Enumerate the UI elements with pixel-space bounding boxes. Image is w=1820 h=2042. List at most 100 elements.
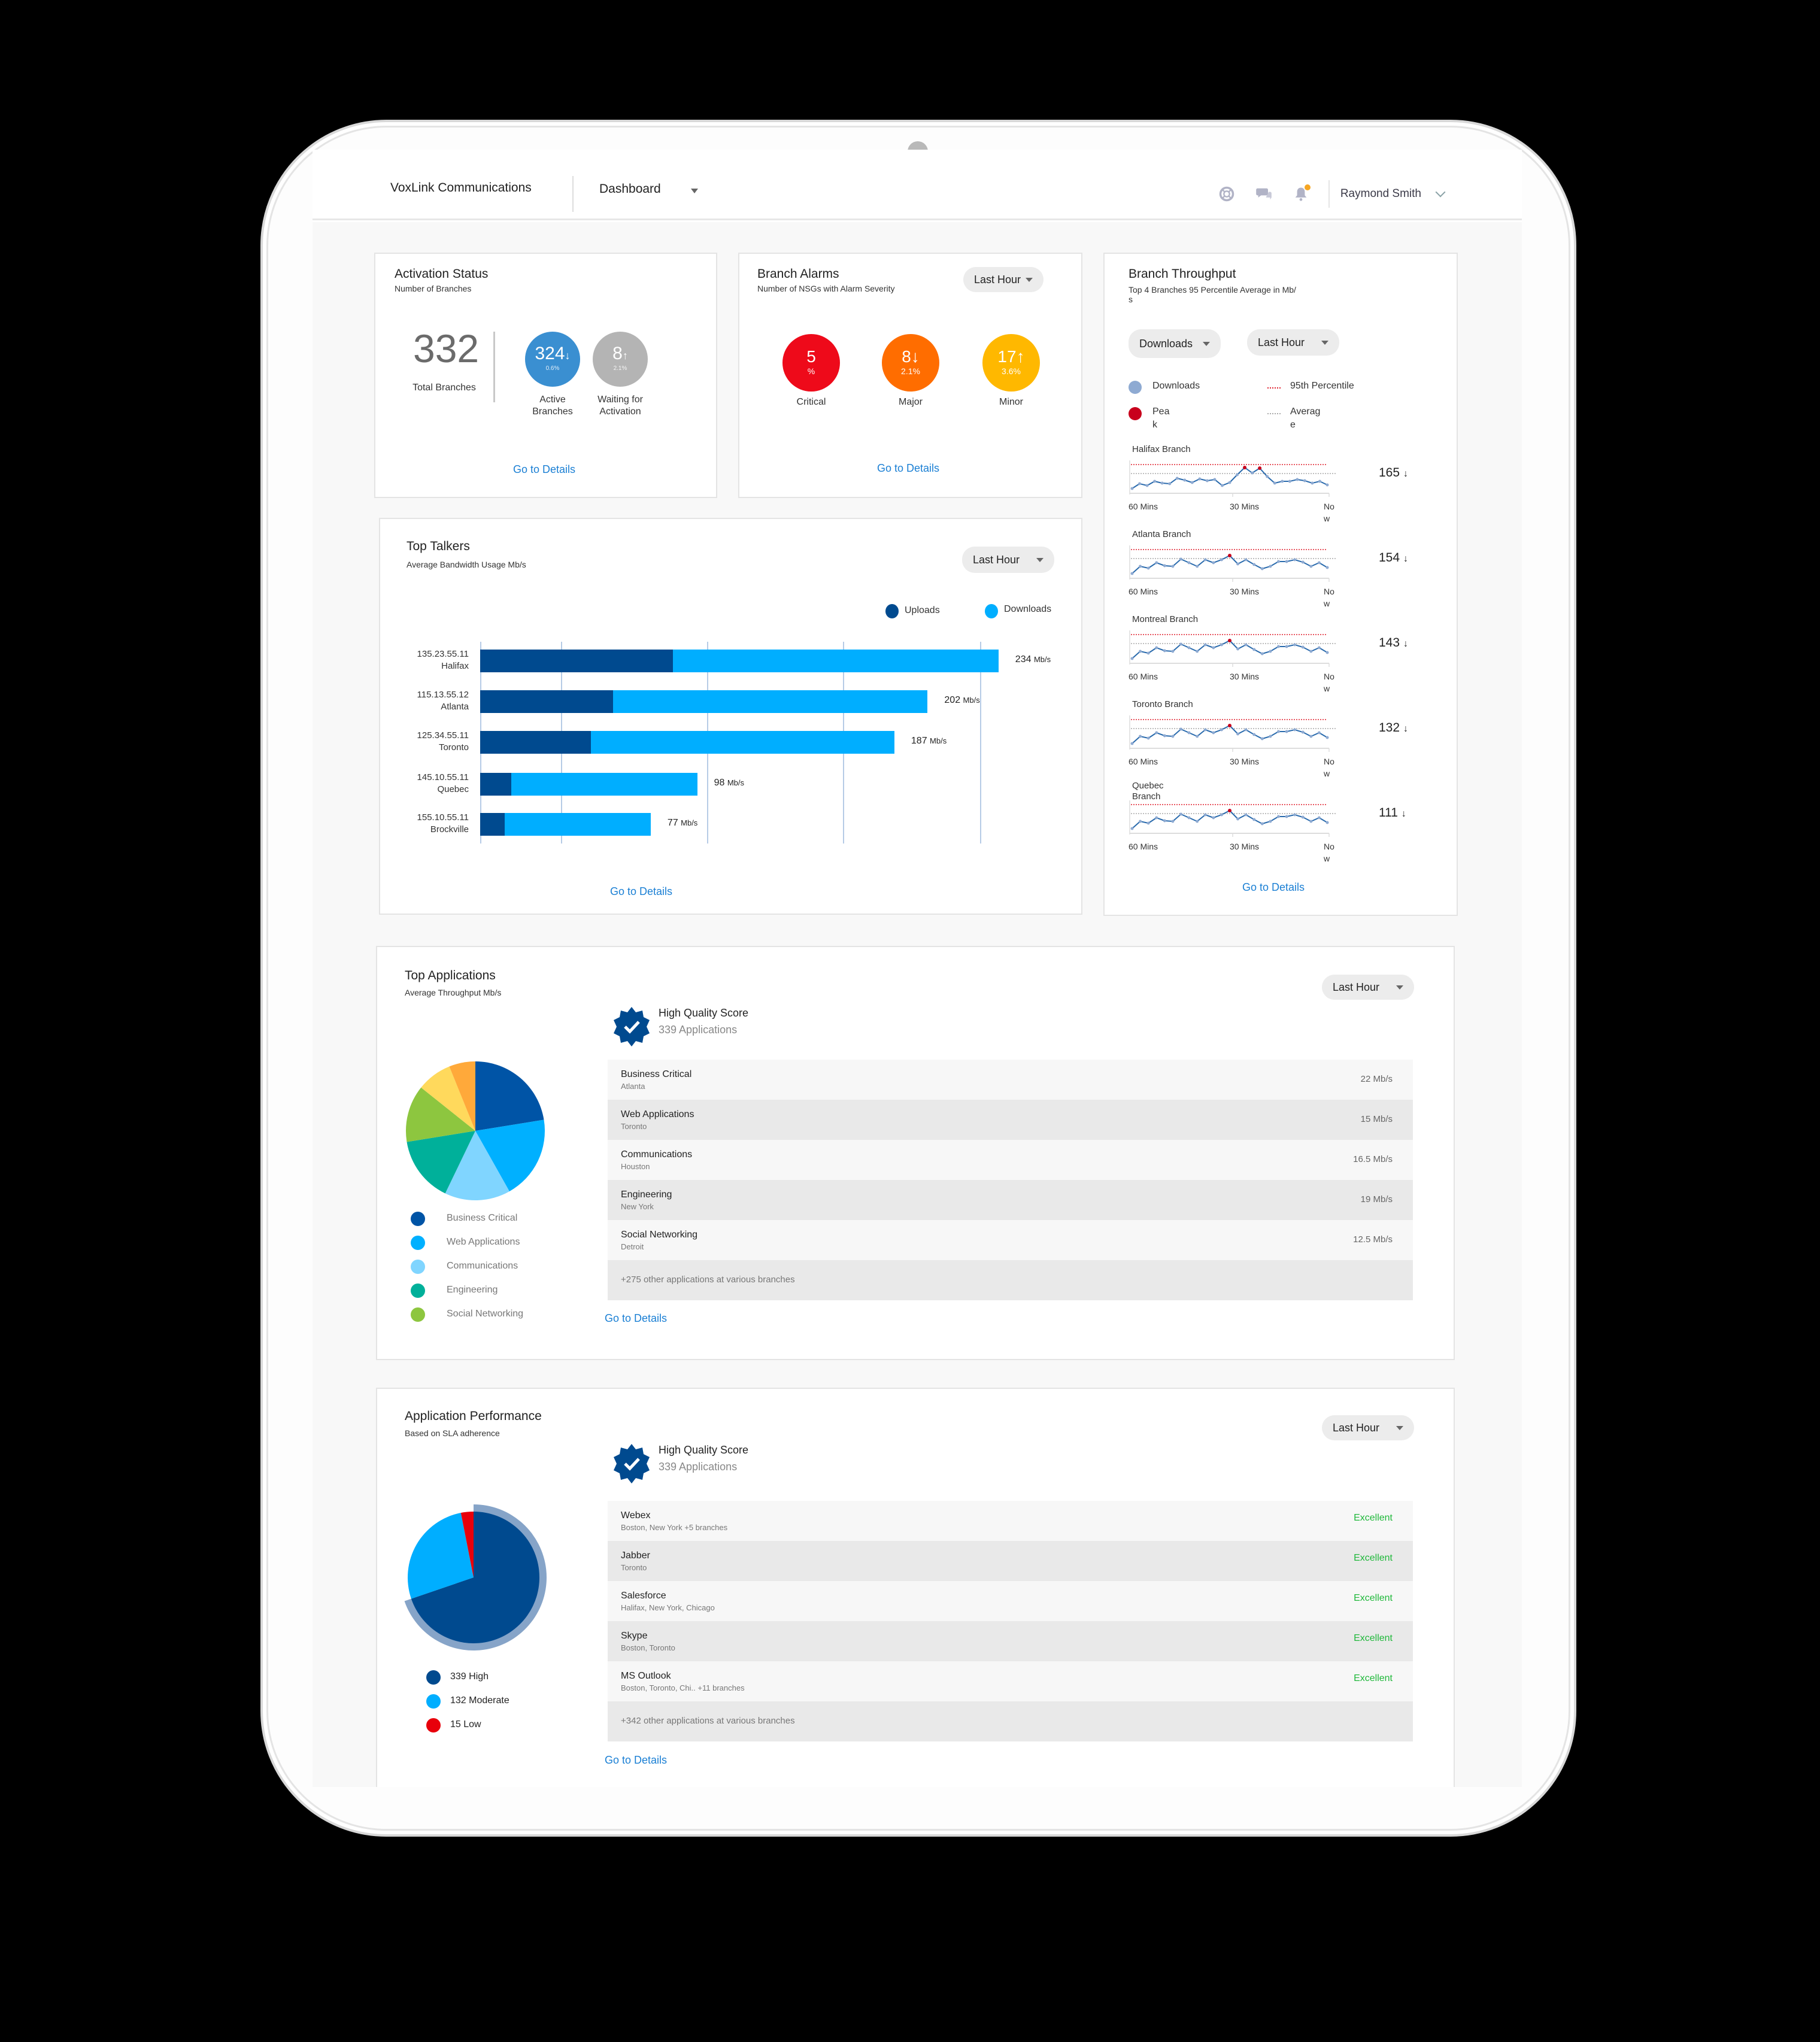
other-applications-row[interactable]: +275 other applications at various branc… <box>608 1260 1413 1300</box>
status-badge: Excellent <box>1354 1513 1393 1523</box>
application-row[interactable]: Skype Boston, Toronto Excellent <box>608 1621 1413 1661</box>
talker-bar[interactable] <box>480 773 697 796</box>
branch-sparkline[interactable]: Quebec Branch 60 Mins 30 Mins No w 111 ↓ <box>1105 781 1458 868</box>
label-line: Activation <box>599 406 641 417</box>
go-to-details-link[interactable]: Go to Details <box>610 885 673 897</box>
user-divider <box>1328 180 1330 208</box>
time-filter-dropdown[interactable]: Last Hour <box>1322 975 1414 1000</box>
legend-label: 15 Low <box>450 1719 481 1730</box>
application-row[interactable]: Social Networking Detroit 12.5 Mb/s <box>608 1220 1413 1260</box>
application-row[interactable]: Engineering New York 19 Mb/s <box>608 1180 1413 1220</box>
value: 111 <box>1379 806 1398 820</box>
talker-bar[interactable] <box>480 690 928 713</box>
alarm-pct: % <box>807 366 815 376</box>
app-location: Toronto <box>621 1563 647 1572</box>
talker-total: 187 Mb/s <box>911 736 947 747</box>
application-row[interactable]: Business Critical Atlanta 22 Mb/s <box>608 1060 1413 1100</box>
time-filter-dropdown[interactable]: Last Hour <box>1322 1415 1414 1440</box>
go-to-details-link[interactable]: Go to Details <box>605 1312 668 1324</box>
go-to-details-link[interactable]: Go to Details <box>877 462 940 474</box>
bell-icon[interactable] <box>1291 184 1311 204</box>
application-row[interactable]: Webex Boston, New York +5 branches Excelle… <box>608 1501 1413 1541</box>
time-filter-dropdown[interactable]: Last Hour <box>962 547 1054 573</box>
legend-label: Social Networking <box>447 1309 524 1319</box>
quality-score-count: 339 Applications <box>659 1024 738 1036</box>
label-line: Active <box>539 395 566 405</box>
minor-alarm-badge[interactable]: 17↑ 3.6% <box>982 334 1040 392</box>
application-row[interactable]: Web Applications Toronto 15 Mb/s <box>608 1100 1413 1140</box>
talker-bar[interactable] <box>480 731 894 754</box>
downloads-legend-label: Downloads <box>1152 381 1200 391</box>
active-branches-badge[interactable]: 324↓ 0.6% <box>525 332 580 387</box>
uploads-segment <box>480 690 613 713</box>
branch-sparkline[interactable]: Toronto Branch 60 Mins 30 Mins No w 132 ↓ <box>1105 699 1458 783</box>
legend-label: Business Critical <box>447 1213 518 1223</box>
status-badge: Excellent <box>1354 1593 1393 1603</box>
app-location: Toronto <box>621 1122 647 1131</box>
brand-name[interactable]: VoxLink Communications <box>390 181 532 195</box>
legend-label: 132 Moderate <box>450 1695 509 1706</box>
downloads-legend-dot <box>985 604 998 618</box>
branch-sparkline[interactable]: Halifax Branch 60 Mins 30 Mins No w 165 ↓ <box>1105 444 1458 528</box>
support-icon[interactable] <box>1217 184 1236 204</box>
time-filter-dropdown[interactable]: Last Hour <box>1247 329 1339 356</box>
card-title: Top Talkers <box>407 539 470 553</box>
application-row[interactable]: Jabber Toronto Excellent <box>608 1541 1413 1581</box>
tick-end: No w <box>1324 500 1334 524</box>
user-name[interactable]: Raymond Smith <box>1340 187 1421 200</box>
branch-value: 143 ↓ <box>1379 636 1408 650</box>
quality-score-count: 339 Applications <box>659 1461 738 1473</box>
label-line: No <box>1324 587 1334 596</box>
go-to-details-link[interactable]: Go to Details <box>513 463 576 475</box>
legend-dot <box>411 1284 425 1298</box>
other-applications-row[interactable]: +342 other applications at various branc… <box>608 1701 1413 1741</box>
quality-score-title: High Quality Score <box>659 1444 749 1456</box>
major-label: Major <box>898 397 923 407</box>
app-name: Jabber <box>621 1551 650 1561</box>
card-title: Branch Throughput <box>1129 267 1236 281</box>
talker-bar[interactable] <box>480 650 999 672</box>
app-name: Business Critical <box>621 1069 692 1079</box>
sparkline-chart <box>1129 800 1336 837</box>
label-line: No <box>1324 842 1334 851</box>
label-line: Pea <box>1152 406 1170 417</box>
quality-badge-icon <box>613 1444 650 1483</box>
time-filter-label: Last Hour <box>974 273 1021 286</box>
tick-mid: 30 Mins <box>1230 672 1260 681</box>
go-to-details-link[interactable]: Go to Details <box>605 1754 668 1766</box>
average-legend-label: Averag e <box>1290 405 1320 432</box>
tick-end: No w <box>1324 585 1334 609</box>
chevron-down-icon[interactable] <box>1435 187 1446 198</box>
time-filter-dropdown[interactable]: Last Hour <box>963 267 1044 292</box>
major-alarm-badge[interactable]: 8↓ 2.1% <box>882 334 939 392</box>
downloads-segment <box>511 773 697 796</box>
application-row[interactable]: MS Outlook Boston, Toronto, Chi.. +11 bra… <box>608 1661 1413 1701</box>
city: Quebec <box>437 784 469 794</box>
app-screen: VoxLink Communications Dashboard Raymond… <box>313 150 1522 1787</box>
talker-total: 202 Mb/s <box>944 695 979 706</box>
critical-alarm-badge[interactable]: 5 % <box>782 334 840 392</box>
waiting-activation-badge[interactable]: 8↑ 2.1% <box>593 332 648 387</box>
application-row[interactable]: Communications Houston 16.5 Mb/s <box>608 1140 1413 1180</box>
legend-dot <box>411 1307 425 1322</box>
metric-filter-label: Downloads <box>1139 337 1193 350</box>
dashboard-dropdown[interactable]: Dashboard <box>599 182 698 196</box>
branch-sparkline[interactable]: Atlanta Branch 60 Mins 30 Mins No w 154 ↓ <box>1105 529 1458 613</box>
active-pct: 0.6% <box>545 365 560 372</box>
metric-filter-dropdown[interactable]: Downloads <box>1129 329 1221 358</box>
branch-value: 132 ↓ <box>1379 721 1408 735</box>
chat-icon[interactable] <box>1254 184 1273 204</box>
label-line: w <box>1324 684 1330 693</box>
legend-label: Communications <box>447 1261 518 1271</box>
go-to-details-link[interactable]: Go to Details <box>1242 881 1305 893</box>
branch-sparkline[interactable]: Montreal Branch 60 Mins 30 Mins No w 143 ↓ <box>1105 614 1458 698</box>
talker-bar[interactable] <box>480 813 651 836</box>
alarm-pct: 3.6% <box>1002 366 1021 376</box>
caret-down-icon <box>690 189 698 193</box>
app-name: Web Applications <box>621 1109 694 1119</box>
tick-start: 60 Mins <box>1129 842 1158 851</box>
time-filter-label: Last Hour <box>1258 336 1305 348</box>
city: Halifax <box>441 661 469 671</box>
application-row[interactable]: Salesforce Halifax, New York, Chicago Exce… <box>608 1581 1413 1621</box>
application-performance-card: Application Performance Based on SLA adh… <box>376 1388 1455 1787</box>
